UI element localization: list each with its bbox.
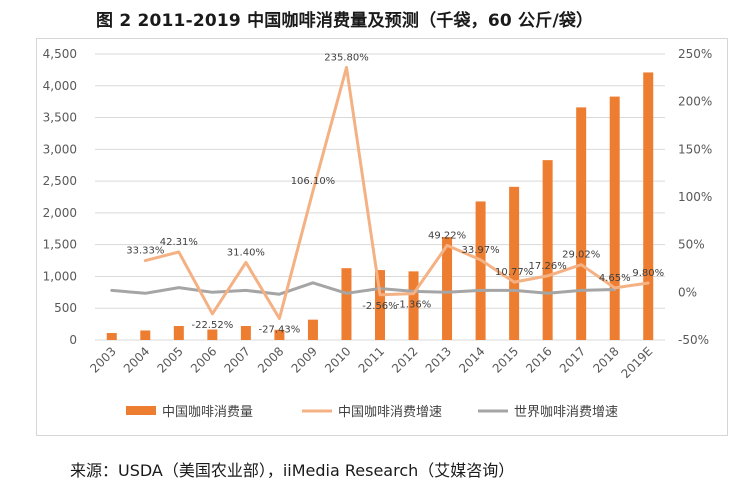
data-label: 42.31% (160, 237, 198, 248)
y-left-tick-label: 500 (54, 301, 77, 315)
y-right-tick-label: 200% (678, 95, 712, 109)
bar (240, 326, 251, 340)
legend-label: 中国咖啡消费增速 (338, 405, 442, 420)
bar (475, 201, 486, 340)
bar (643, 72, 654, 340)
bar (509, 186, 520, 340)
x-tick-label: 2008 (255, 344, 286, 375)
y-left-tick-label: 3,500 (43, 111, 77, 125)
data-label: 33.97% (462, 245, 500, 256)
y-right-tick-label: 150% (678, 142, 712, 156)
bar (408, 271, 419, 340)
bar (609, 96, 620, 341)
y-right-tick-label: 50% (678, 238, 705, 252)
legend-label: 中国咖啡消费量 (162, 405, 253, 420)
x-tick-label: 2015 (490, 344, 521, 375)
x-tick-label: 2011 (356, 344, 387, 375)
x-tick-label: 2014 (456, 344, 487, 375)
bar (106, 333, 117, 340)
y-left-tick-label: 4,500 (43, 47, 77, 61)
bar (207, 329, 218, 340)
x-tick-label: 2005 (154, 344, 185, 375)
data-label: 17.26% (529, 261, 567, 272)
bar (442, 237, 453, 340)
y-left-tick-label: 3,000 (43, 142, 77, 156)
chart-title: 图 2 2011-2019 中国咖啡消费量及预测（千袋，60 公斤/袋） (96, 11, 594, 31)
data-label: -22.52% (191, 320, 233, 331)
x-tick-label: 2007 (222, 344, 253, 375)
china-growth-line (143, 66, 650, 320)
y-left-tick-label: 2,500 (43, 174, 77, 188)
x-tick-label: 2018 (590, 344, 621, 375)
y-right-tick-label: 100% (678, 190, 712, 204)
y-left-tick-label: 1,000 (43, 269, 77, 283)
bar (375, 270, 385, 340)
y-right-tick-label: -50% (678, 333, 709, 347)
x-tick-label: 2016 (523, 344, 554, 375)
x-tick-label: 2006 (188, 344, 219, 375)
bar (173, 326, 184, 340)
chart-frame (36, 38, 728, 436)
x-tick-label: 2003 (87, 344, 118, 375)
x-tick-label: 2012 (389, 344, 420, 375)
bar (307, 319, 318, 340)
x-tick-label: 2010 (322, 344, 353, 375)
data-label: 33.33% (126, 246, 164, 257)
y-left-tick-label: 0 (69, 333, 77, 347)
bar (341, 268, 352, 340)
bar (542, 160, 553, 340)
x-tick-label: 2013 (423, 344, 454, 375)
data-label: -27.43% (259, 324, 301, 335)
y-left-tick-label: 2,000 (43, 206, 77, 220)
world-growth-line (110, 281, 617, 296)
data-label: 106.10% (291, 176, 336, 187)
legend-label: 世界咖啡消费增速 (514, 405, 618, 420)
data-label: 10.77% (495, 267, 533, 278)
data-label: 31.40% (227, 247, 265, 258)
data-label: 29.02% (562, 250, 600, 261)
y-right-tick-label: 0% (678, 285, 697, 299)
bar (576, 107, 587, 341)
data-label: 235.80% (324, 53, 369, 64)
x-tick-label: 2019E (618, 344, 655, 381)
data-label: 49.22% (428, 230, 466, 241)
bar (140, 330, 151, 340)
data-label: -2.56% (362, 301, 397, 312)
y-left-tick-label: 4,000 (43, 79, 77, 93)
y-left-tick-label: 1,500 (43, 238, 77, 252)
data-label: 9.80% (632, 268, 664, 279)
data-label: -1.36% (396, 300, 431, 311)
x-tick-label: 2009 (289, 344, 320, 375)
x-tick-label: 2004 (121, 344, 152, 375)
y-right-tick-label: 250% (678, 47, 712, 61)
bar (274, 329, 285, 340)
legend-swatch (126, 406, 156, 415)
data-label: 4.65% (599, 273, 631, 284)
x-tick-label: 2017 (557, 344, 588, 375)
source-note: 来源：USDA（美国农业部），iiMedia Research（艾媒咨询） (70, 461, 515, 480)
